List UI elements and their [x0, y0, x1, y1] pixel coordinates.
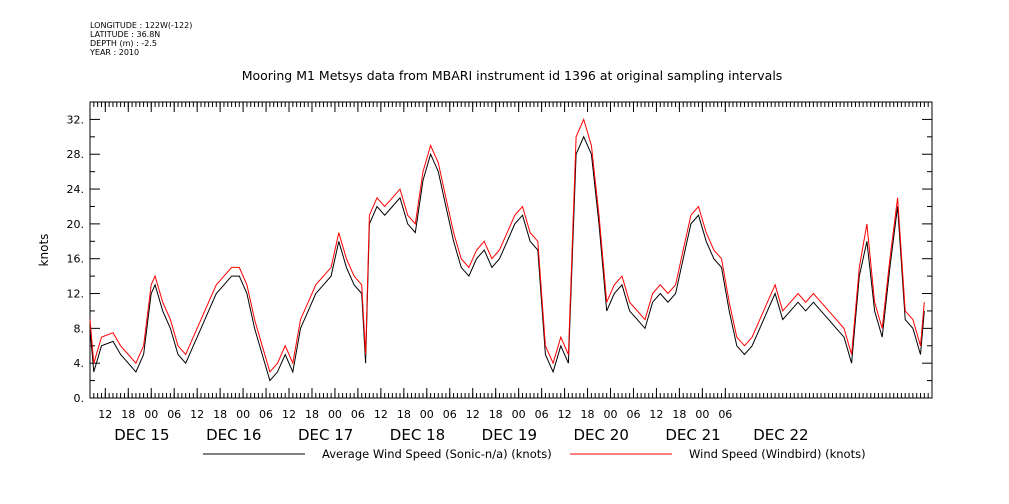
- chart-title: Mooring M1 Metsys data from MBARI instru…: [242, 68, 783, 83]
- y-tick-label: 16.: [67, 253, 85, 266]
- y-tick-label: 8.: [74, 322, 85, 335]
- x-tick-label: 06: [351, 408, 365, 421]
- y-tick-label: 32.: [67, 113, 85, 126]
- x-tick-label: 18: [305, 408, 319, 421]
- axis-ticks: 0. 4. 8. 12. 16. 20. 24. 28. 32. 12 18 00 06 12 18 00 06…: [67, 101, 932, 444]
- x-tick-label: 12: [558, 408, 572, 421]
- y-tick-label: 0.: [74, 392, 85, 405]
- day-label: DEC 20: [574, 426, 629, 444]
- day-label: DEC 18: [390, 426, 445, 444]
- x-tick-label: 06: [718, 408, 732, 421]
- x-tick-label: 12: [374, 408, 388, 421]
- legend: Average Wind Speed (Sonic-n/a) (knots) Wi…: [203, 447, 866, 461]
- series-line-windbird: [89, 117, 925, 373]
- legend-label-sonic: Average Wind Speed (Sonic-n/a) (knots): [322, 447, 552, 461]
- x-tick-label: 18: [213, 408, 227, 421]
- day-label: DEC 21: [665, 426, 720, 444]
- x-tick-label: 12: [466, 408, 480, 421]
- y-tick-label: 12.: [67, 288, 85, 301]
- y-tick-label: 20.: [67, 218, 85, 231]
- day-label: DEC 17: [298, 426, 353, 444]
- x-tick-label: 06: [443, 408, 457, 421]
- x-tick-label: 00: [512, 408, 526, 421]
- x-tick-label: 06: [626, 408, 640, 421]
- x-tick-label: 18: [121, 408, 135, 421]
- day-label: DEC 19: [482, 426, 537, 444]
- metadata-block: LONGITUDE : 122W(-122) LATITUDE : 36.8N DE…: [90, 21, 192, 57]
- x-tick-label: 00: [328, 408, 342, 421]
- x-tick-label: 00: [144, 408, 158, 421]
- x-tick-label: 12: [649, 408, 663, 421]
- x-tick-label: 00: [604, 408, 618, 421]
- x-tick-label: 06: [535, 408, 549, 421]
- y-tick-label: 24.: [67, 183, 85, 196]
- x-tick-label: 18: [581, 408, 595, 421]
- x-tick-label: 00: [695, 408, 709, 421]
- y-tick-label: 4.: [74, 357, 85, 370]
- x-tick-label: 12: [190, 408, 204, 421]
- x-tick-label: 06: [259, 408, 273, 421]
- x-tick-label: 12: [282, 408, 296, 421]
- y-tick-label: 28.: [67, 148, 85, 161]
- depth-text: DEPTH (m) : -2.5: [90, 39, 157, 48]
- day-label: DEC 15: [114, 426, 169, 444]
- legend-label-windbird: Wind Speed (Windbird) (knots): [689, 447, 866, 461]
- series-layer: [89, 117, 925, 382]
- x-tick-label: 00: [420, 408, 434, 421]
- x-tick-label: 12: [98, 408, 112, 421]
- x-tick-label: 18: [397, 408, 411, 421]
- x-tick-label: 06: [167, 408, 181, 421]
- year-text: YEAR : 2010: [90, 48, 140, 57]
- x-tick-label: 18: [672, 408, 686, 421]
- plot-frame: [89, 101, 933, 399]
- longitude-text: LONGITUDE : 122W(-122): [90, 21, 193, 30]
- series-line-sonic: [89, 135, 925, 382]
- day-label: DEC 16: [206, 426, 261, 444]
- latitude-text: LATITUDE : 36.8N: [90, 30, 161, 39]
- x-tick-label: 00: [236, 408, 250, 421]
- y-axis-label: knots: [37, 234, 51, 267]
- day-label: DEC 22: [753, 426, 808, 444]
- x-tick-label: 18: [489, 408, 503, 421]
